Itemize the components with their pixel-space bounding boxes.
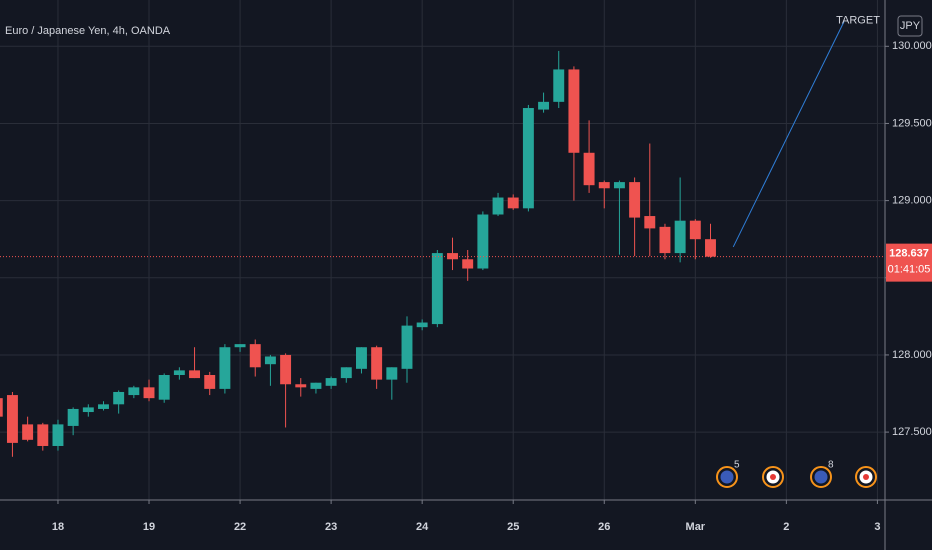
x-tick-label: 25 <box>507 521 519 533</box>
x-tick-label: 24 <box>416 521 429 533</box>
candle-body <box>173 370 185 375</box>
overlay: TARGET 5 8 <box>0 15 885 488</box>
countdown-label: 01:41:05 <box>888 264 931 276</box>
candle-body <box>356 347 367 369</box>
candle-body <box>371 347 383 380</box>
candle-body <box>507 197 519 209</box>
candle-body <box>0 398 3 417</box>
event-badge: 8 <box>828 460 834 471</box>
candle-body <box>204 375 216 389</box>
candle-body <box>310 382 322 389</box>
candle-body <box>37 424 49 446</box>
y-tick-label: 128.000 <box>892 349 932 361</box>
x-tick-label: 22 <box>234 521 246 533</box>
axes: 127.500128.000128.500129.000129.500130.0… <box>52 40 932 533</box>
candle-body <box>553 69 565 102</box>
candle-body <box>249 344 261 368</box>
last-price-label: 128.637 <box>889 248 929 260</box>
candle-body <box>98 404 109 409</box>
x-tick-label: 2 <box>783 521 789 533</box>
y-tick-label: 130.000 <box>892 40 932 52</box>
candle-body <box>416 322 428 328</box>
candle-body <box>659 226 671 254</box>
candle-body <box>705 239 716 257</box>
x-tick-label: 3 <box>874 521 880 533</box>
event-icon-dot <box>770 474 776 480</box>
x-tick-label: 19 <box>143 521 155 533</box>
x-tick-label: 18 <box>52 521 64 533</box>
candle-body <box>674 220 686 254</box>
candles <box>0 50 716 457</box>
candle-body <box>340 367 352 379</box>
y-tick-label: 129.500 <box>892 117 932 129</box>
candle-body <box>447 253 458 260</box>
x-tick-label: 23 <box>325 521 337 533</box>
candle-body <box>522 108 534 209</box>
currency-label: JPY <box>900 20 921 32</box>
candle-body <box>431 253 443 325</box>
candle-body <box>128 387 140 396</box>
x-tick-label: Mar <box>686 521 706 533</box>
candle-body <box>538 101 550 110</box>
candle-body <box>264 356 276 365</box>
x-tick-label: 26 <box>598 521 610 533</box>
candle-body <box>629 182 641 218</box>
candle-body <box>613 182 625 189</box>
candle-body <box>295 384 307 388</box>
chart-title: Euro / Japanese Yen, 4h, OANDA <box>5 25 171 37</box>
candle-body <box>325 378 337 386</box>
candle-body <box>386 367 398 380</box>
candle-body <box>6 395 18 443</box>
candle-body <box>67 408 79 426</box>
candle-body <box>143 387 155 399</box>
annotation-line <box>732 21 845 248</box>
candle-body <box>401 325 413 369</box>
y-tick-label: 129.000 <box>892 195 932 207</box>
event-icon <box>720 470 734 484</box>
candle-body <box>689 220 701 240</box>
candle-body <box>583 152 595 186</box>
event-icon <box>814 470 828 484</box>
y-tick-label: 127.500 <box>892 426 932 438</box>
event-badge: 5 <box>734 460 740 471</box>
candle-body <box>644 216 656 229</box>
event-icon-dot <box>863 474 869 480</box>
candle-body <box>158 375 170 400</box>
candle-body <box>568 69 580 153</box>
candle-body <box>189 370 201 379</box>
candle-body <box>234 344 246 348</box>
annotation-text: TARGET <box>836 15 880 27</box>
candle-body <box>477 214 489 269</box>
currency-box <box>897 15 923 37</box>
candle-body <box>492 197 504 215</box>
candle-body <box>219 347 231 389</box>
candle-body <box>598 182 610 189</box>
candle-body <box>113 391 125 405</box>
candle-body <box>280 354 292 385</box>
last-price-box <box>886 243 932 282</box>
candle-body <box>462 259 474 269</box>
candle-body <box>22 424 34 440</box>
candle-body <box>82 407 94 413</box>
candle-body <box>52 424 64 446</box>
